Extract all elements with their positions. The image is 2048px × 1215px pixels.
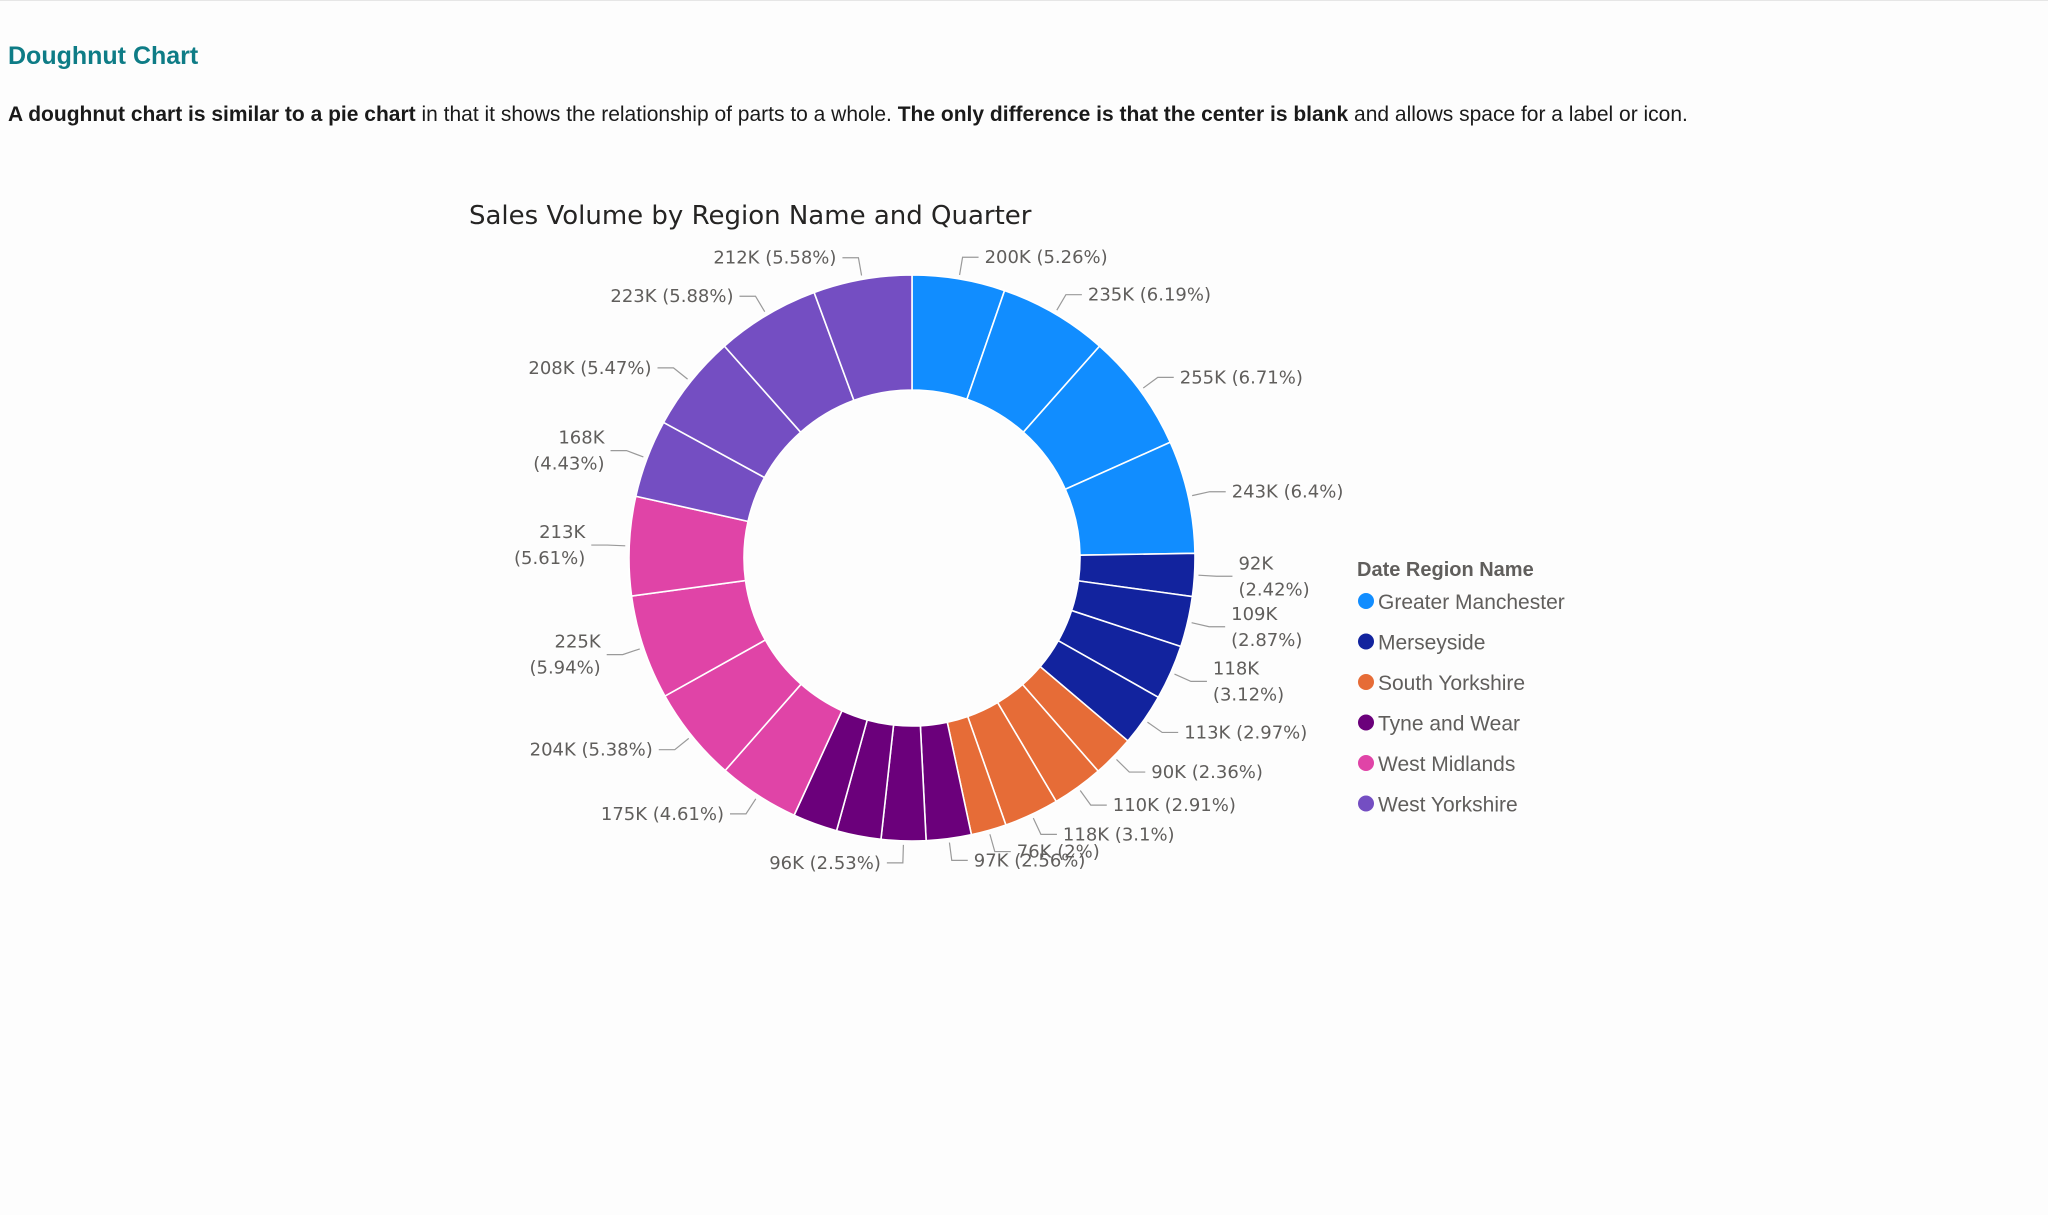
- data-label: 118K (3.1%): [1063, 824, 1175, 845]
- data-label: 96K (2.53%): [769, 853, 881, 874]
- data-label-line: 109K: [1231, 604, 1278, 625]
- data-label: 204K (5.38%): [530, 740, 653, 761]
- data-label: 225K (5.94%): [529, 632, 601, 679]
- legend-item[interactable]: Merseyside: [1378, 632, 1485, 655]
- data-label: 110K (2.91%): [1113, 795, 1236, 816]
- leader-line: [1191, 622, 1226, 628]
- leader-line: [1056, 294, 1082, 311]
- leader-line: [1142, 376, 1174, 389]
- data-label-line: 118K: [1213, 658, 1260, 679]
- leader-line: [948, 842, 968, 861]
- doughnut-slice[interactable]: [813, 274, 913, 402]
- data-label: 76K (2%): [1017, 842, 1100, 863]
- leader-line: [989, 834, 1011, 853]
- leader-line: [886, 844, 904, 864]
- data-label-line: 223K (5.88%): [610, 286, 733, 307]
- leader-line: [657, 367, 688, 380]
- data-label-line: 208K (5.47%): [528, 358, 651, 379]
- data-label-line: 255K (6.71%): [1180, 367, 1303, 388]
- chart-title: Sales Volume by Region Name and Quarter: [469, 201, 1032, 231]
- leader-line: [1116, 758, 1146, 773]
- description-run: in that it shows the relationship of par…: [415, 103, 898, 126]
- data-label: 109K (2.87%): [1231, 604, 1302, 651]
- leader-line: [1147, 721, 1179, 734]
- data-label: 118K (3.12%): [1213, 658, 1284, 705]
- leader-line: [958, 256, 979, 276]
- leader-line: [658, 737, 690, 751]
- leader-line: [1032, 817, 1057, 836]
- data-label-line: 92K: [1238, 553, 1274, 574]
- data-label-line: 118K (3.1%): [1063, 824, 1175, 845]
- legend-title: Date Region Name: [1357, 559, 1534, 581]
- data-label-line: 175K (4.61%): [601, 804, 724, 825]
- data-label-line: (4.43%): [533, 454, 604, 475]
- data-label-line: (2.42%): [1238, 579, 1309, 600]
- data-label: 113K (2.97%): [1184, 722, 1307, 743]
- data-label: 92K (2.42%): [1238, 553, 1309, 600]
- legend-item[interactable]: West Yorkshire: [1378, 794, 1518, 817]
- leader-line: [1079, 790, 1107, 806]
- leader-line: [610, 450, 644, 458]
- leader-line: [1198, 574, 1233, 577]
- description-run: The only difference is that the center i…: [897, 103, 1349, 126]
- data-label-line: 110K (2.91%): [1113, 795, 1236, 816]
- data-label-line: (5.94%): [529, 658, 600, 679]
- data-label: 235K (6.19%): [1088, 285, 1211, 306]
- legend-marker: [1358, 795, 1374, 812]
- data-label-line: 76K (2%): [1017, 842, 1100, 863]
- data-label-line: 204K (5.38%): [530, 740, 653, 761]
- legend-item[interactable]: Tyne and Wear: [1378, 713, 1520, 736]
- data-label-line: 235K (6.19%): [1088, 285, 1211, 306]
- data-label: 213K (5.61%): [514, 522, 586, 569]
- legend-item[interactable]: South Yorkshire: [1378, 672, 1525, 695]
- data-label-line: 168K: [558, 428, 605, 449]
- leader-line: [729, 798, 757, 815]
- data-label-line: 96K (2.53%): [769, 853, 881, 874]
- leader-line: [1174, 673, 1207, 682]
- legend-marker: [1358, 633, 1374, 650]
- description-run: and allows space for a label or icon.: [1348, 103, 1688, 126]
- legend-marker: [1358, 755, 1374, 771]
- data-label: 175K (4.61%): [601, 804, 724, 825]
- data-label-line: (5.61%): [514, 548, 585, 569]
- data-label-line: 97K (2.56%): [974, 850, 1086, 871]
- data-label-line: 213K: [539, 522, 586, 543]
- data-label: 243K (6.4%): [1232, 482, 1344, 503]
- data-label: 97K (2.56%): [974, 850, 1086, 871]
- leader-line: [739, 295, 766, 312]
- data-label: 212K (5.58%): [713, 248, 836, 269]
- data-label: 90K (2.36%): [1151, 762, 1263, 783]
- data-label-line: 200K (5.26%): [985, 247, 1108, 268]
- legend-marker: [1358, 714, 1374, 731]
- leader-line: [842, 257, 863, 276]
- data-label-line: 113K (2.97%): [1184, 722, 1307, 743]
- leader-line: [606, 648, 640, 656]
- data-label: 255K (6.71%): [1180, 367, 1303, 388]
- data-label-line: 212K (5.58%): [713, 248, 836, 269]
- description-run: A doughnut chart is similar to a pie cha…: [8, 103, 416, 126]
- legend-marker: [1358, 674, 1374, 690]
- data-label-line: (2.87%): [1231, 630, 1302, 651]
- legend-marker: [1358, 593, 1374, 609]
- data-label: 223K (5.88%): [610, 286, 733, 307]
- data-label-line: 90K (2.36%): [1151, 762, 1263, 783]
- data-label: 168K (4.43%): [533, 428, 605, 475]
- legend-item[interactable]: Greater Manchester: [1378, 591, 1565, 614]
- data-label-line: 243K (6.4%): [1232, 482, 1344, 503]
- section-heading: Doughnut Chart: [8, 42, 199, 70]
- leader-line: [591, 544, 626, 547]
- leader-line: [1192, 491, 1226, 497]
- top-divider: [0, 0, 2048, 1]
- section-description: A doughnut chart is similar to a pie cha…: [8, 101, 2028, 129]
- data-label-line: (3.12%): [1213, 684, 1284, 705]
- data-label: 200K (5.26%): [985, 247, 1108, 268]
- legend-item[interactable]: West Midlands: [1378, 753, 1515, 776]
- data-label-line: 225K: [555, 632, 602, 653]
- data-label: 208K (5.47%): [528, 358, 651, 379]
